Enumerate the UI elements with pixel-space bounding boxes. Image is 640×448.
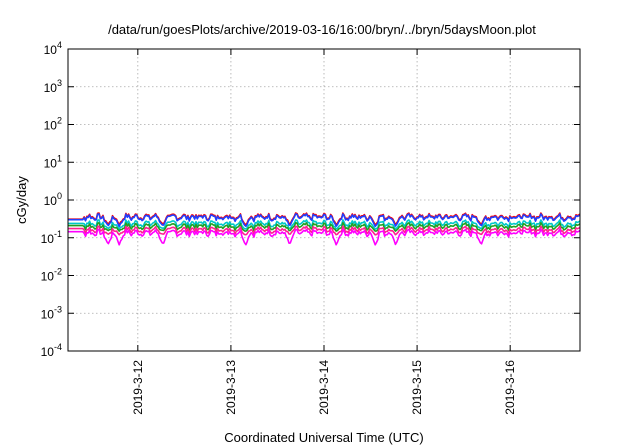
x-axis-label: Coordinated Universal Time (UTC)	[224, 430, 423, 445]
x-tick-label: 2019-3-15	[410, 360, 424, 415]
y-axis-label: cGy/day	[14, 176, 29, 224]
y-tick-label: 100	[44, 191, 62, 208]
y-tick-label: 10-2	[41, 267, 62, 284]
y-tick-label: 10-4	[41, 342, 62, 359]
series-line	[68, 219, 581, 230]
x-tick-label: 2019-3-13	[224, 360, 238, 415]
series-line	[68, 222, 581, 232]
y-tick-label: 101	[44, 153, 62, 170]
y-tick-label: 10-3	[41, 304, 62, 321]
x-axis: 2019-3-12 2019-3-13 2019-3-14 2019-3-15 2019…	[131, 49, 517, 415]
y-tick-label: 103	[44, 78, 62, 95]
series-line	[68, 228, 581, 246]
series-line	[68, 213, 581, 228]
y-axis: 10-4 10-3 10-2 10-1 100 101 102 103 104	[41, 40, 580, 359]
series-group	[68, 212, 581, 246]
x-tick-label: 2019-3-14	[317, 360, 331, 415]
series-line	[68, 225, 581, 236]
grid	[68, 49, 580, 351]
y-tick-label: 104	[44, 40, 62, 57]
x-tick-label: 2019-3-12	[131, 360, 145, 415]
x-tick-label: 2019-3-16	[503, 360, 517, 415]
y-tick-label: 10-1	[41, 229, 62, 246]
y-tick-label: 102	[44, 116, 62, 133]
chart-title: /data/run/goesPlots/archive/2019-03-16/1…	[108, 22, 536, 37]
